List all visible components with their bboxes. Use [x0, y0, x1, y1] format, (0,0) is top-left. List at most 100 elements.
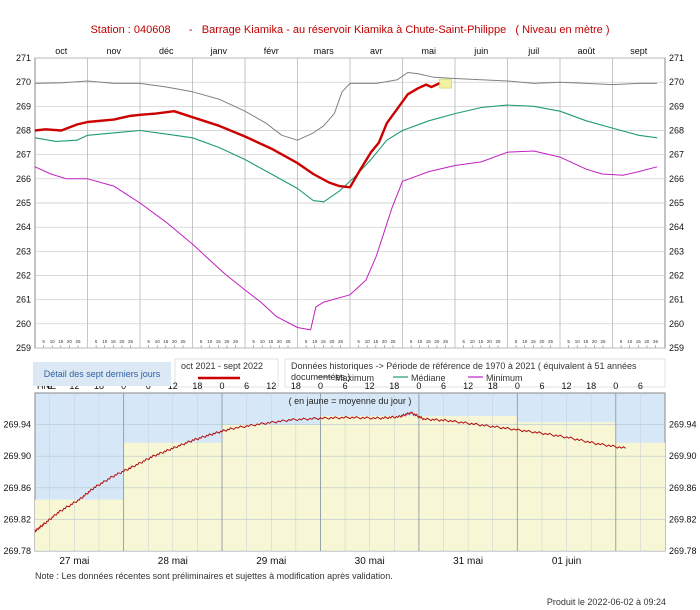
day-tick-label: 5 [567, 339, 570, 344]
day-tick-label: 10 [155, 339, 161, 344]
day-tick-label: 20 [592, 339, 598, 344]
day-tick-label: 20 [224, 339, 230, 344]
y-tick-label-left: 264 [16, 222, 31, 232]
day-tick-label: 20 [382, 339, 388, 344]
day-tick-label: 20 [119, 339, 125, 344]
day-tick-label: 15 [373, 339, 379, 344]
day-tick-label: 20 [67, 339, 73, 344]
y-tick-label-right: 271 [669, 53, 684, 63]
day-tick-label: 5 [252, 339, 255, 344]
day-tick-label: 15 [426, 339, 432, 344]
month-label: mars [314, 46, 334, 56]
month-label: juin [473, 46, 488, 56]
detail-hour-tick-label: 6 [441, 381, 446, 391]
y-tick-label-right: 263 [669, 246, 684, 256]
day-tick-label: 25 [496, 339, 502, 344]
day-tick-label: 25 [286, 339, 292, 344]
series-line-minimum [34, 150, 658, 331]
detail-day-label: 31 mai [453, 556, 483, 567]
y-tick-label-right: 260 [669, 319, 684, 329]
y-tick-label-left: 271 [16, 53, 31, 63]
month-label: oct [55, 46, 68, 56]
y-tick-label-right: 269 [669, 101, 684, 111]
month-label: janv [209, 46, 227, 56]
day-tick-label: 5 [515, 339, 518, 344]
y-tick-label-left: 261 [16, 295, 31, 305]
day-tick-label: 20 [329, 339, 335, 344]
detail-x-unit-label: HNE [37, 381, 56, 391]
series-line-oct-2021-sept-2022 [34, 82, 446, 189]
day-tick-label: 5 [95, 339, 98, 344]
day-tick-label: 20 [277, 339, 283, 344]
legend-maximum: Maximum [335, 373, 375, 383]
series-line-maximum [34, 72, 658, 141]
y-tick-label-left: 263 [16, 246, 31, 256]
day-tick-label: 10 [522, 339, 528, 344]
detail-hour-tick-label: 6 [244, 381, 249, 391]
day-tick-label: 20 [539, 339, 545, 344]
detail-hour-tick-label: 6 [343, 381, 348, 391]
day-tick-label: 25 [233, 339, 239, 344]
detail-title: ( en jaune = moyenne du jour ) [289, 396, 412, 406]
detail-level-line [34, 411, 626, 533]
detail-y-tick-label-right: 269.78 [669, 546, 697, 556]
detail-hour-tick-label: 18 [488, 381, 498, 391]
detail-hour-tick-label: 6 [638, 381, 643, 391]
y-tick-label-right: 268 [669, 126, 684, 136]
y-tick-label-left: 260 [16, 319, 31, 329]
detail-hour-tick-label: 18 [192, 381, 202, 391]
day-tick-label: 15 [321, 339, 327, 344]
day-tick-label: 5 [410, 339, 413, 344]
detail-hour-tick-label: 12 [463, 381, 473, 391]
detail-y-tick-label-right: 269.90 [669, 451, 697, 461]
day-tick-label: 15 [636, 339, 642, 344]
y-tick-label-left: 270 [16, 77, 31, 87]
day-tick-label: 15 [531, 339, 537, 344]
month-label: juil [527, 46, 539, 56]
day-tick-label: 5 [620, 339, 623, 344]
detail-y-tick-label-right: 269.94 [669, 420, 697, 430]
detail-hour-tick-label: 12 [266, 381, 276, 391]
legend-historic-label: Données historiques -> Période de référe… [291, 361, 637, 382]
day-tick-label: 10 [50, 339, 56, 344]
day-tick-label: 5 [357, 339, 360, 344]
day-tick-label: 15 [268, 339, 274, 344]
day-tick-label: 15 [216, 339, 222, 344]
day-tick-label: 25 [128, 339, 134, 344]
detail-hour-tick-label: 18 [94, 381, 104, 391]
day-tick-label: 25 [653, 339, 659, 344]
day-tick-label: 25 [181, 339, 187, 344]
y-tick-label-left: 266 [16, 174, 31, 184]
detail-hour-tick-label: 12 [69, 381, 79, 391]
detail-hour-tick-label: 6 [146, 381, 151, 391]
day-tick-label: 10 [575, 339, 581, 344]
day-tick-label: 5 [42, 339, 45, 344]
legend-box-historic [284, 358, 666, 388]
detail-hour-tick-label: 18 [586, 381, 596, 391]
month-label: avr [370, 46, 383, 56]
detail-hour-tick-label: 0 [515, 381, 520, 391]
day-tick-label: 20 [644, 339, 650, 344]
detail-hour-tick-label: 0 [121, 381, 126, 391]
detail-hour-tick-label: 0 [220, 381, 225, 391]
month-label: févr [264, 46, 279, 56]
detail-y-tick-label-left: 269.78 [3, 546, 31, 556]
y-tick-label-right: 264 [669, 222, 684, 232]
detail-label: Détail des sept derniers jours [33, 362, 171, 386]
y-tick-label-left: 268 [16, 126, 31, 136]
day-tick-label: 10 [417, 339, 423, 344]
detail-y-tick-label-left: 269.82 [3, 514, 31, 524]
legend-mediane: Médiane [411, 373, 446, 383]
detail-y-tick-label-right: 269.86 [669, 483, 697, 493]
y-tick-label-right: 265 [669, 198, 684, 208]
y-tick-label-right: 266 [669, 174, 684, 184]
day-tick-label: 10 [260, 339, 266, 344]
day-tick-label: 10 [102, 339, 108, 344]
detail-hour-tick-label: 18 [389, 381, 399, 391]
y-tick-label-right: 270 [669, 77, 684, 87]
chart-title: Station : 040608 - Barrage Kiamika - au … [90, 24, 610, 36]
month-label: nov [106, 46, 121, 56]
day-tick-label: 15 [163, 339, 169, 344]
day-tick-label: 10 [312, 339, 318, 344]
